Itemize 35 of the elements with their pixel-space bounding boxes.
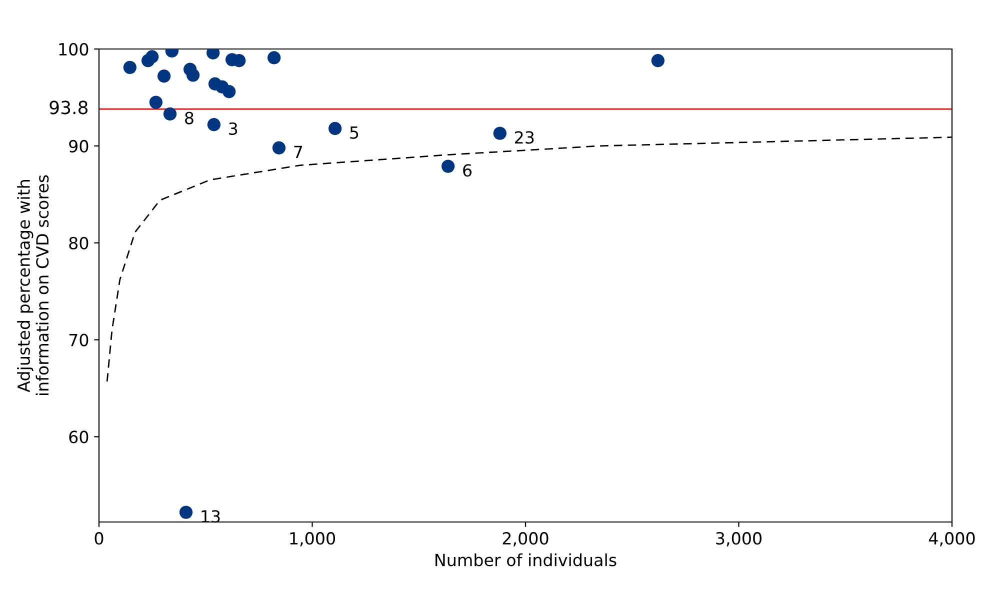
- x-tick-label: 4,000: [928, 532, 975, 546]
- point: [442, 160, 455, 173]
- point: [207, 118, 221, 132]
- point: [149, 96, 163, 109]
- y-tick-label: 90: [69, 140, 88, 152]
- y-tick-label: 100: [59, 42, 88, 56]
- ref-line-label: 93.8: [50, 100, 88, 114]
- x-tick-label: 0: [94, 532, 104, 545]
- point: [186, 68, 200, 82]
- point: [222, 85, 236, 98]
- y-tick-label: 70: [69, 334, 88, 346]
- point: [179, 506, 193, 519]
- x-tick-label: 1,000: [290, 532, 335, 546]
- point: [328, 122, 342, 136]
- point: [272, 141, 286, 154]
- x-axis-title: Number of individuals: [436, 553, 616, 566]
- y-axis-title: Adjusted percentage with information on CVD scores: [17, 175, 49, 396]
- point: [163, 107, 177, 121]
- point: [232, 54, 246, 68]
- annotation: 23: [515, 131, 534, 144]
- point: [651, 54, 665, 68]
- x-tick-label: 3,000: [716, 532, 762, 546]
- annotation: 8: [185, 112, 194, 124]
- point: [157, 70, 171, 83]
- annotation: 6: [463, 164, 472, 177]
- x-tick-label: 2,000: [502, 532, 548, 546]
- y-tick-label: 60: [69, 430, 88, 444]
- annotation: 7: [294, 146, 302, 158]
- point: [267, 51, 281, 64]
- point: [146, 50, 159, 64]
- annotation: 3: [229, 122, 238, 135]
- y-tick-label: 80: [69, 236, 88, 250]
- point: [493, 126, 506, 140]
- annotation: 5: [350, 126, 358, 139]
- point: [123, 60, 137, 74]
